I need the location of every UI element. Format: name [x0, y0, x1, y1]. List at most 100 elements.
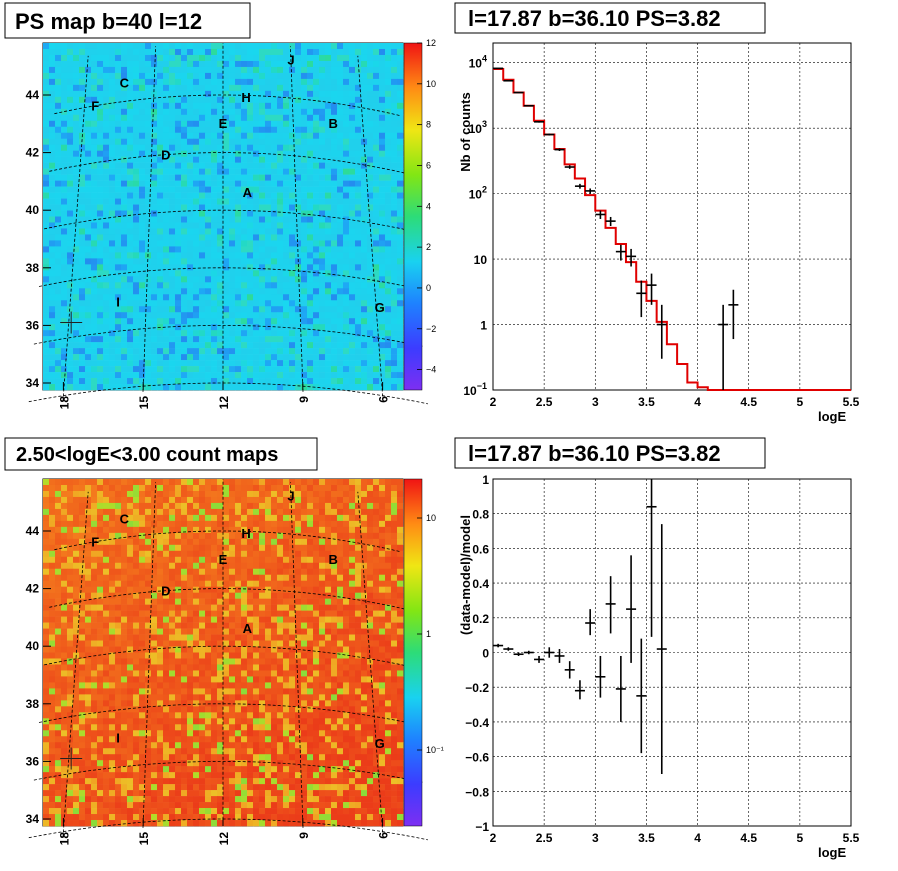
heatmap-cell: [247, 252, 254, 259]
heatmap-cell: [253, 204, 260, 211]
heatmap-cell: [259, 306, 266, 313]
heatmap-cell: [277, 174, 284, 181]
heatmap-cell: [109, 312, 116, 319]
heatmap-cell: [289, 144, 296, 151]
heatmap-cell: [163, 300, 170, 307]
heatmap-cell: [43, 138, 50, 145]
heatmap-cell: [97, 342, 104, 349]
heatmap-cell: [181, 126, 188, 134]
heatmap-cell: [367, 43, 374, 50]
heatmap-cell: [193, 43, 200, 50]
heatmap-cell: [331, 72, 338, 80]
heatmap-cell: [295, 354, 302, 361]
heatmap-cell: [151, 526, 158, 534]
heatmap-cell: [283, 54, 290, 62]
heatmap-cell: [211, 384, 218, 391]
heatmap-cell: [259, 366, 266, 373]
heatmap-cell: [211, 43, 218, 50]
heatmap-cell: [385, 72, 392, 80]
heatmap-cell: [313, 222, 320, 229]
heatmap-cell: [235, 288, 242, 295]
heatmap-cell: [241, 43, 248, 50]
heatmap-cell: [121, 264, 128, 271]
heatmap-cell: [145, 78, 152, 86]
heatmap-cell: [73, 234, 80, 241]
heatmap-cell: [367, 484, 374, 492]
heatmap-cell: [349, 234, 356, 241]
heatmap-cell: [367, 550, 374, 558]
heatmap-cell: [229, 180, 236, 187]
heatmap-cell: [283, 282, 290, 289]
heatmap-cell: [235, 354, 242, 361]
heatmap-cell: [205, 132, 212, 140]
heatmap-cell: [223, 514, 230, 522]
heatmap-cell: [211, 114, 218, 122]
heatmap-cell: [271, 264, 278, 271]
heatmap-cell: [283, 324, 290, 331]
heatmap-cell: [139, 384, 146, 391]
heatmap-cell: [343, 330, 350, 337]
heatmap-cell: [307, 312, 314, 319]
heatmap-cell: [373, 580, 380, 587]
heatmap-cell: [391, 276, 398, 283]
heatmap-cell: [277, 508, 284, 516]
heatmap-cell: [151, 586, 158, 593]
heatmap-cell: [367, 120, 374, 128]
heatmap-cell: [91, 598, 98, 605]
heatmap-cell: [157, 354, 164, 361]
heatmap-cell: [319, 90, 326, 98]
heatmap-cell: [259, 270, 266, 277]
heatmap-cell: [289, 384, 296, 391]
heatmap-cell: [199, 342, 206, 349]
heatmap-cell: [85, 484, 92, 492]
heatmap-cell: [331, 502, 338, 510]
heatmap-cell: [379, 198, 386, 205]
heatmap-cell: [181, 240, 188, 247]
heatmap-cell: [391, 526, 398, 534]
heatmap-cell: [349, 372, 356, 379]
heatmap-cell: [169, 252, 176, 259]
x-tick-label: 4.5: [740, 395, 757, 409]
heatmap-cell: [175, 114, 182, 122]
heatmap-cell: [295, 604, 302, 611]
heatmap-cell: [271, 54, 278, 62]
heatmap-cell: [43, 234, 50, 241]
heatmap-cell: [145, 228, 152, 235]
heatmap-cell: [85, 222, 92, 229]
heatmap-cell: [91, 544, 98, 552]
heatmap-cell: [133, 216, 140, 223]
heatmap-cell: [361, 78, 368, 86]
heatmap-cell: [349, 150, 356, 157]
heatmap-cell: [343, 496, 350, 504]
heatmap-cell: [79, 150, 86, 157]
heatmap-cell: [295, 366, 302, 373]
heatmap-cell: [43, 48, 50, 56]
heatmap-cell: [199, 276, 206, 283]
heatmap-cell: [151, 114, 158, 122]
heatmap-cell: [319, 288, 326, 295]
heatmap-cell: [325, 586, 332, 593]
heatmap-cell: [313, 210, 320, 217]
heatmap-cell: [307, 174, 314, 181]
heatmap-cell: [151, 246, 158, 253]
heatmap-cell: [385, 114, 392, 122]
heatmap-cell: [61, 604, 68, 611]
heatmap-cell: [265, 592, 272, 599]
heatmap-cell: [343, 312, 350, 319]
heatmap-cell: [337, 568, 344, 576]
heatmap-cell: [133, 60, 140, 68]
heatmap-cell: [43, 120, 50, 128]
heatmap-cell: [289, 210, 296, 217]
heatmap-cell: [157, 306, 164, 313]
heatmap-cell: [229, 204, 236, 211]
heatmap-cell: [241, 246, 248, 253]
heatmap-cell: [235, 610, 242, 617]
heatmap-cell: [211, 544, 218, 552]
heatmap-cell: [391, 520, 398, 528]
heatmap-cell: [199, 90, 206, 98]
heatmap-cell: [265, 384, 272, 391]
heatmap-cell: [313, 234, 320, 241]
heatmap-cell: [109, 479, 116, 486]
heatmap-cell: [283, 568, 290, 576]
heatmap-cell: [127, 354, 134, 361]
